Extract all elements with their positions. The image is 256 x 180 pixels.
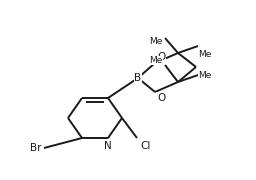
Text: Me: Me: [150, 37, 163, 46]
Text: Br: Br: [29, 143, 41, 153]
Text: Cl: Cl: [140, 141, 150, 151]
Text: Me: Me: [198, 71, 211, 80]
Text: Me: Me: [150, 56, 163, 65]
Text: O: O: [157, 52, 165, 62]
Text: B: B: [134, 73, 142, 83]
Text: N: N: [104, 141, 112, 151]
Text: O: O: [157, 93, 165, 103]
Text: Me: Me: [198, 50, 211, 59]
